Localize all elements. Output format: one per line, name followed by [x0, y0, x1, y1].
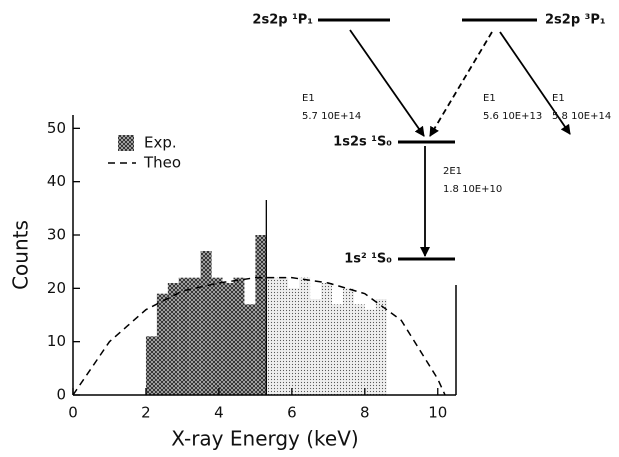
y-tick-label: 10: [47, 332, 66, 350]
level-label: 2s2p ³P₁: [545, 13, 606, 28]
x-tick-label: 6: [287, 404, 297, 422]
y-tick-label: 40: [47, 172, 66, 190]
x-tick-label: 2: [141, 404, 151, 422]
transition-rate: 1.8 10E+10: [443, 184, 502, 195]
x-tick-label: 8: [360, 404, 370, 422]
level-label: 2s2p ¹P₁: [252, 13, 313, 28]
y-tick-label: 30: [47, 226, 66, 244]
transition-type: E1: [302, 93, 315, 104]
x-tick-label: 0: [68, 404, 78, 422]
transition-rate: 5.6 10E+13: [483, 111, 542, 122]
histogram-bar: [321, 283, 332, 395]
histogram-bar: [342, 288, 354, 395]
y-tick-label: 0: [56, 386, 66, 404]
histogram-bar: [255, 235, 267, 395]
histogram-bar: [277, 277, 289, 395]
level-label: 1s2s ¹S₀: [333, 135, 392, 150]
y-tick-label: 50: [47, 119, 66, 137]
histogram-bar: [178, 277, 190, 395]
histogram-bar: [233, 277, 245, 395]
histogram-bar: [211, 277, 223, 395]
histogram-bar: [222, 283, 234, 395]
x-tick-label: 10: [428, 404, 447, 422]
histogram-bar: [189, 277, 201, 395]
transition-arrow: [499, 31, 571, 135]
histogram-bar: [364, 309, 376, 395]
histogram-bar: [145, 336, 157, 395]
y-axis-label: Counts: [9, 220, 33, 290]
transition-arrow: [349, 29, 425, 137]
histogram-bar: [310, 299, 322, 395]
legend-swatch: [118, 135, 134, 151]
histogram-bar: [266, 277, 278, 395]
y-tick-label: 20: [47, 279, 66, 297]
legend-label: Exp.: [144, 134, 177, 152]
histogram-bar: [331, 304, 343, 395]
histogram-bar: [288, 288, 300, 395]
histogram-bar: [353, 304, 365, 395]
x-tick-label: 4: [214, 404, 224, 422]
transition-type: E1: [552, 93, 565, 104]
transition-rate: 5.7 10E+14: [302, 111, 361, 122]
histogram-bar: [375, 299, 387, 395]
histogram-bar: [200, 251, 212, 395]
level-label: 1s² ¹S₀: [344, 252, 392, 267]
transition-arrow: [429, 31, 493, 137]
x-axis-label: X-ray Energy (keV): [171, 427, 358, 451]
theory-line: [72, 276, 446, 396]
histogram-bar: [167, 283, 179, 395]
legend-label: Theo: [143, 154, 181, 172]
histogram-bar: [156, 293, 168, 395]
transition-type: E1: [483, 93, 496, 104]
histogram-bar: [299, 277, 311, 395]
transition-type: 2E1: [443, 166, 462, 177]
transition-rate: 5.8 10E+14: [552, 111, 611, 122]
histogram-bar: [244, 304, 256, 395]
